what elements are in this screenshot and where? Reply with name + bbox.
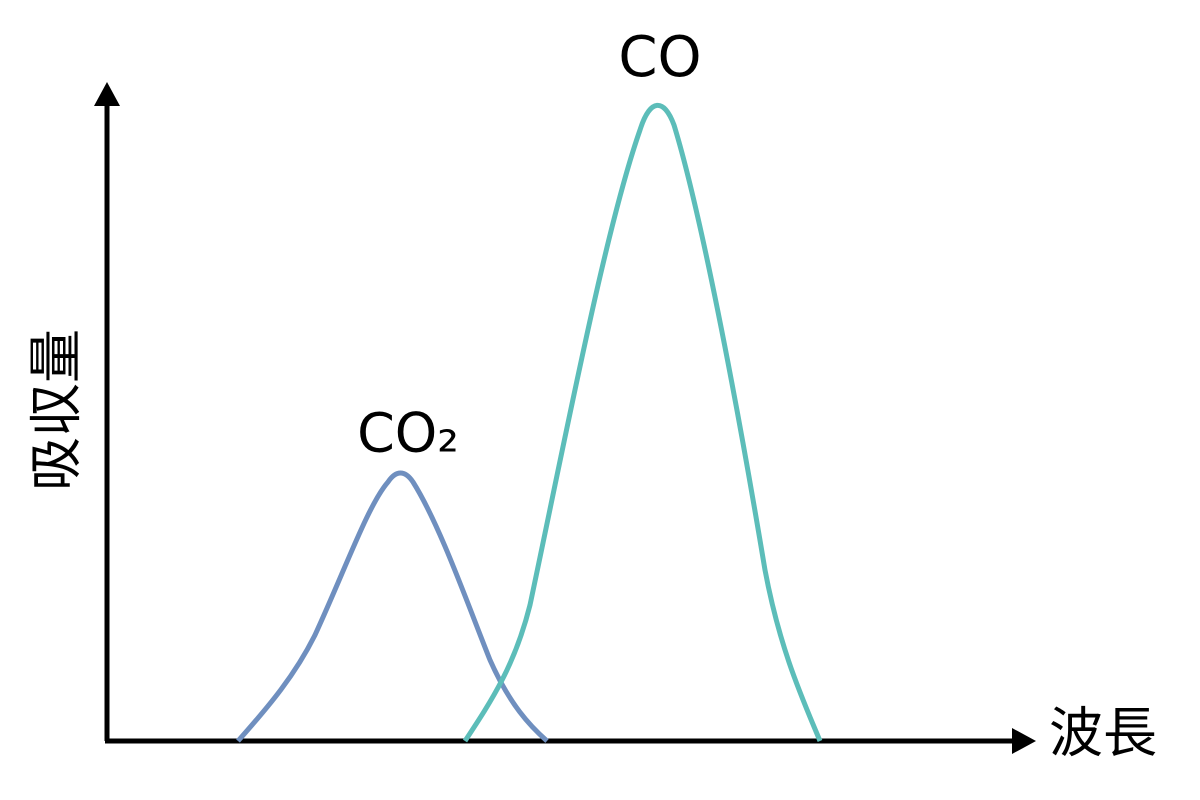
co2-curve	[236, 470, 549, 743]
co2-label: CO₂	[357, 402, 459, 465]
y-axis-label: 吸収量	[25, 329, 88, 491]
x-axis-label: 波長	[1049, 702, 1157, 765]
y-axis-arrow	[94, 82, 120, 106]
co-curve	[462, 102, 823, 743]
co-label: CO	[618, 25, 701, 90]
x-axis-arrow	[1012, 728, 1036, 754]
